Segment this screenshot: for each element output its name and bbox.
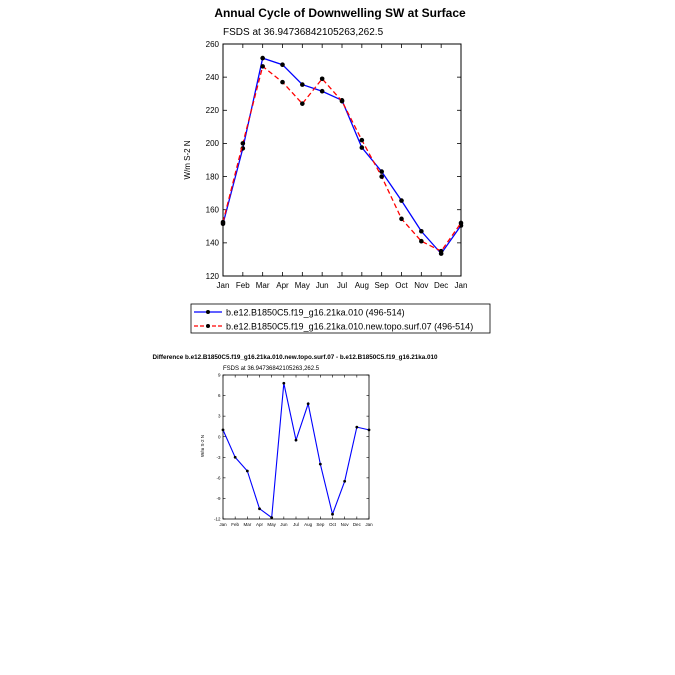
x-tick-label: Sep bbox=[375, 281, 390, 290]
x-tick-label: Oct bbox=[395, 281, 408, 290]
legend-marker-series-1 bbox=[206, 310, 210, 314]
chart-subtitle: FSDS at 36.94736842105263,262.5 bbox=[223, 366, 320, 372]
y-tick-label: -3 bbox=[216, 455, 220, 460]
data-point-series-1 bbox=[355, 425, 359, 429]
legend-label-series-2: b.e12.B1850C5.f19_g16.21ka.010.new.topo.… bbox=[226, 322, 473, 332]
x-tick-label: Jan bbox=[219, 522, 227, 527]
legend-marker-series-2 bbox=[206, 324, 210, 328]
data-point-series-2 bbox=[260, 64, 265, 69]
x-tick-label: Dec bbox=[353, 522, 362, 527]
y-tick-label: 260 bbox=[206, 40, 220, 49]
data-point-series-2 bbox=[300, 101, 305, 106]
data-point-series-2 bbox=[379, 174, 384, 179]
legend-box bbox=[190, 303, 491, 334]
x-tick-label: Jun bbox=[316, 281, 329, 290]
chart-title: Annual Cycle of Downwelling SW at Surfac… bbox=[214, 6, 466, 20]
y-tick-label: 200 bbox=[206, 139, 220, 148]
x-tick-label: Feb bbox=[236, 281, 250, 290]
data-point-series-1 bbox=[245, 469, 249, 473]
x-tick-label: Mar bbox=[243, 522, 251, 527]
x-tick-label: Nov bbox=[341, 522, 350, 527]
data-point-series-1 bbox=[280, 62, 285, 68]
y-tick-label: 180 bbox=[206, 172, 220, 181]
x-tick-label: Dec bbox=[434, 281, 448, 290]
y-tick-label: -12 bbox=[214, 517, 221, 522]
series-line-1 bbox=[222, 57, 462, 255]
y-tick-label: 120 bbox=[206, 272, 220, 281]
x-tick-label: Jan bbox=[455, 281, 468, 290]
y-tick-label: -9 bbox=[216, 496, 220, 501]
y-axis-label: W/m S-2 N bbox=[183, 140, 192, 179]
data-point-series-2 bbox=[399, 216, 404, 222]
y-tick-label: 160 bbox=[206, 206, 220, 215]
series-line-2 bbox=[222, 65, 462, 252]
legend: b.e12.B1850C5.f19_g16.21ka.010 (496-514)… bbox=[190, 303, 491, 334]
y-tick-label: 9 bbox=[218, 373, 221, 378]
x-tick-label: Jan bbox=[365, 522, 373, 527]
data-point-series-1 bbox=[233, 455, 237, 459]
y-axis-label: W/m S-2 N bbox=[200, 435, 205, 457]
difference-chart: Difference b.e12.B1850C5.f19_g16.21ka.01… bbox=[152, 354, 438, 527]
data-point-series-2 bbox=[240, 141, 246, 146]
data-point-series-1 bbox=[306, 402, 310, 406]
data-point-series-1 bbox=[260, 55, 265, 61]
x-tick-label: Mar bbox=[256, 281, 270, 290]
series-line-1 bbox=[222, 383, 370, 519]
y-tick-label: 3 bbox=[218, 414, 221, 419]
data-point-series-2 bbox=[458, 220, 464, 226]
chart-title: Difference b.e12.B1850C5.f19_g16.21ka.01… bbox=[152, 354, 438, 361]
data-point-series-2 bbox=[339, 98, 345, 104]
data-point-series-1 bbox=[399, 198, 404, 203]
data-point-series-1 bbox=[318, 462, 322, 466]
x-tick-label: Feb bbox=[231, 522, 239, 527]
data-point-series-2 bbox=[359, 137, 365, 143]
data-point-series-1 bbox=[221, 428, 225, 432]
x-tick-label: Jan bbox=[217, 281, 230, 290]
data-point-series-1 bbox=[258, 507, 261, 511]
x-tick-label: Aug bbox=[304, 522, 313, 527]
x-tick-label: May bbox=[295, 281, 310, 290]
data-point-series-1 bbox=[300, 82, 305, 87]
data-point-series-1 bbox=[270, 516, 274, 520]
x-tick-label: Jul bbox=[293, 522, 299, 527]
y-tick-label: 0 bbox=[218, 434, 221, 439]
annual-cycle-chart: Annual Cycle of Downwelling SW at Surfac… bbox=[183, 6, 491, 334]
x-tick-label: Apr bbox=[256, 522, 264, 527]
data-point-series-2 bbox=[220, 219, 226, 225]
y-tick-label: 220 bbox=[206, 106, 220, 115]
y-tick-label: 6 bbox=[218, 393, 221, 398]
y-tick-label: 140 bbox=[206, 239, 220, 248]
data-point-series-1 bbox=[294, 438, 298, 442]
data-point-series-2 bbox=[319, 76, 325, 82]
x-tick-label: Sep bbox=[316, 522, 325, 527]
x-tick-label: Apr bbox=[276, 281, 289, 290]
data-point-series-2 bbox=[419, 238, 424, 244]
data-point-series-1 bbox=[343, 479, 347, 483]
chart-subtitle: FSDS at 36.94736842105263,262.5 bbox=[223, 27, 384, 38]
data-point-series-1 bbox=[359, 145, 365, 150]
y-tick-label: 240 bbox=[206, 73, 220, 82]
plot-frame bbox=[222, 374, 370, 520]
x-tick-label: Jul bbox=[337, 281, 347, 290]
x-tick-label: Jun bbox=[280, 522, 288, 527]
data-point-series-1 bbox=[419, 228, 424, 234]
data-point-series-2 bbox=[280, 79, 285, 85]
x-tick-label: Aug bbox=[355, 281, 369, 290]
x-tick-label: Oct bbox=[329, 522, 337, 527]
data-point-series-1 bbox=[367, 428, 371, 432]
y-tick-label: -6 bbox=[216, 475, 220, 480]
x-tick-label: May bbox=[267, 522, 276, 527]
x-tick-label: Nov bbox=[414, 281, 428, 290]
data-point-series-1 bbox=[282, 381, 286, 385]
data-point-series-1 bbox=[331, 512, 334, 516]
legend-label-series-1: b.e12.B1850C5.f19_g16.21ka.010 (496-514) bbox=[226, 308, 405, 318]
data-point-series-2 bbox=[438, 248, 444, 254]
data-point-series-1 bbox=[379, 169, 384, 174]
data-point-series-1 bbox=[319, 88, 325, 94]
